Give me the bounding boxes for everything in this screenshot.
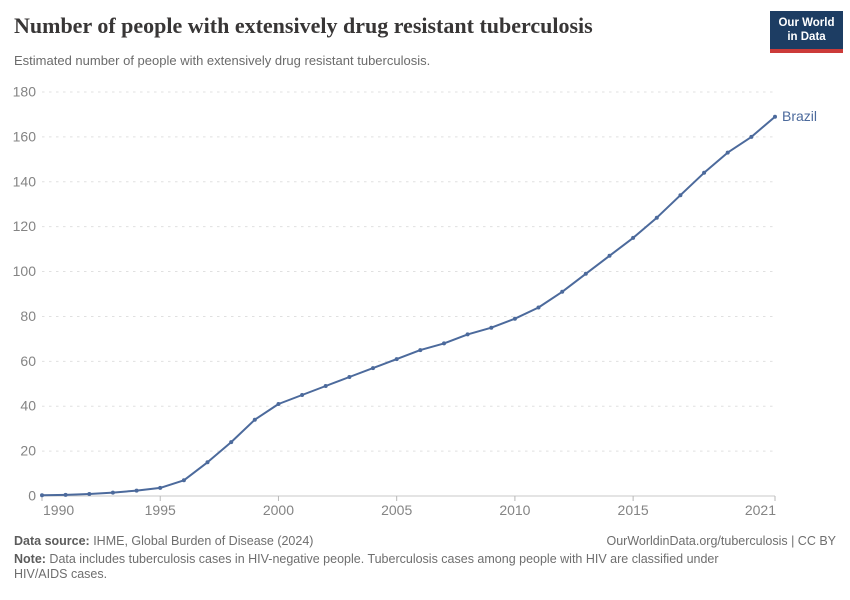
data-point-marker[interactable] xyxy=(205,460,210,465)
x-tick-label: 2005 xyxy=(381,502,412,518)
data-point-marker[interactable] xyxy=(40,493,44,498)
data-point-marker[interactable] xyxy=(749,134,754,139)
footer-source-row: Data source: IHME, Global Burden of Dise… xyxy=(14,534,836,548)
data-point-marker[interactable] xyxy=(323,384,328,388)
y-tick-label: 100 xyxy=(13,263,37,279)
x-tick-label: 2021 xyxy=(745,502,776,518)
data-point-marker[interactable] xyxy=(654,215,659,220)
data-point-marker[interactable] xyxy=(63,492,68,497)
data-line[interactable] xyxy=(41,115,776,497)
owid-logo-line1: Our World xyxy=(778,16,835,29)
data-point-marker[interactable] xyxy=(347,375,352,379)
owid-logo-line2: in Data xyxy=(787,31,826,43)
data-point-marker[interactable] xyxy=(371,366,375,371)
y-tick-label: 80 xyxy=(20,308,36,324)
x-tick-label: 2010 xyxy=(499,502,530,518)
attribution-link[interactable]: OurWorldinData.org/tuberculosis | CC BY xyxy=(606,534,837,548)
y-tick-label: 0 xyxy=(28,488,36,504)
data-source-label: Data source: xyxy=(14,534,90,548)
data-point-marker[interactable] xyxy=(87,492,92,496)
footer-note-label: Note: xyxy=(14,552,46,566)
data-point-marker[interactable] xyxy=(418,348,423,353)
y-tick-label: 160 xyxy=(13,128,37,144)
data-point-marker[interactable] xyxy=(252,417,257,422)
y-tick-label: 20 xyxy=(20,443,36,459)
entity-label-brazil[interactable]: Brazil xyxy=(782,108,817,124)
owid-logo[interactable]: Our World in Data xyxy=(770,11,843,53)
x-tick-label: 2015 xyxy=(618,502,649,518)
data-point-marker[interactable] xyxy=(536,305,541,310)
data-point-marker[interactable] xyxy=(512,316,517,321)
y-tick-label: 180 xyxy=(13,84,37,100)
data-point-marker[interactable] xyxy=(583,271,588,276)
data-point-marker[interactable] xyxy=(229,440,234,445)
data-point-marker[interactable] xyxy=(489,325,494,330)
footer-note: Note: Data includes tuberculosis cases i… xyxy=(14,552,719,581)
data-point-marker[interactable] xyxy=(134,488,139,493)
data-point-marker[interactable] xyxy=(465,332,470,337)
data-point-marker[interactable] xyxy=(631,235,636,240)
data-point-marker[interactable] xyxy=(394,357,399,362)
y-tick-label: 40 xyxy=(20,398,36,414)
data-point-marker[interactable] xyxy=(607,253,612,258)
y-tick-label: 120 xyxy=(13,218,37,234)
page-title: Number of people with extensively drug r… xyxy=(14,13,593,38)
x-tick-label: 1995 xyxy=(145,502,176,518)
data-point-marker[interactable] xyxy=(560,289,565,294)
data-point-marker[interactable] xyxy=(725,150,730,155)
y-tick-label: 60 xyxy=(20,353,36,369)
data-source-text: Data source: IHME, Global Burden of Dise… xyxy=(14,534,314,548)
x-tick-label: 2000 xyxy=(263,502,294,518)
data-point-marker[interactable] xyxy=(702,170,707,175)
chart-subtitle: Estimated number of people with extensiv… xyxy=(14,53,431,68)
x-tick-label: 1990 xyxy=(43,502,74,518)
data-point-marker[interactable] xyxy=(181,478,186,483)
data-point-marker[interactable] xyxy=(773,114,777,119)
data-point-marker[interactable] xyxy=(276,402,281,406)
data-point-marker[interactable] xyxy=(442,341,446,346)
y-tick-label: 140 xyxy=(13,173,37,189)
data-point-marker[interactable] xyxy=(300,393,305,397)
data-point-marker[interactable] xyxy=(158,485,163,490)
data-point-marker[interactable] xyxy=(678,193,683,198)
data-point-marker[interactable] xyxy=(110,490,115,495)
